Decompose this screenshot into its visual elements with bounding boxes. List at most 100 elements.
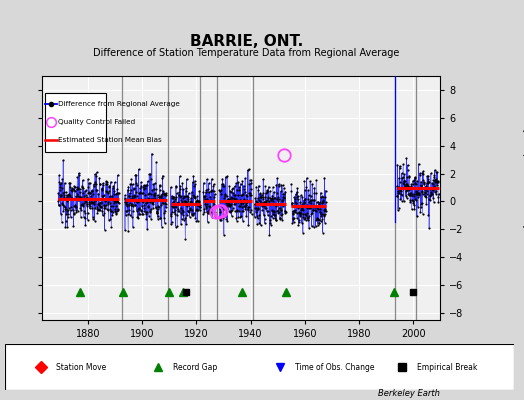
Point (73, 190, 81, 197)
Point (217, 215, 226, 222)
Point (250, 214, 259, 220)
Point (96, 180, 104, 187)
Point (233, 187, 241, 193)
Point (123, 208, 132, 214)
Point (200, 193, 209, 199)
Point (183, 203, 191, 210)
Point (416, 209, 424, 215)
Point (407, 183, 415, 190)
Point (80, 198, 89, 204)
Point (91, 178, 100, 185)
Point (394, 206, 402, 213)
Point (429, 177, 438, 183)
Point (168, 195, 176, 201)
Point (430, 189, 439, 196)
Point (311, 204, 320, 210)
Point (136, 185, 144, 191)
Point (205, 204, 214, 210)
Point (106, 208, 115, 214)
Point (309, 204, 317, 210)
Point (398, 197, 406, 204)
Point (67, 203, 75, 210)
Point (67, 214, 75, 220)
Point (63, 214, 72, 220)
Point (320, 175, 329, 181)
Point (414, 204, 422, 210)
Point (179, 209, 187, 215)
Point (92, 181, 100, 187)
Point (135, 206, 144, 212)
Point (266, 216, 275, 223)
Point (178, 206, 186, 213)
Point (189, 211, 198, 217)
Point (133, 214, 141, 220)
Point (155, 194, 163, 200)
Point (105, 182, 113, 189)
Point (319, 197, 328, 203)
Point (302, 203, 310, 210)
Point (410, 174, 419, 181)
Point (434, 179, 442, 186)
Point (174, 208, 182, 214)
Point (231, 183, 239, 189)
Point (148, 187, 157, 193)
Point (316, 206, 324, 212)
Point (69, 196, 77, 202)
Point (130, 194, 139, 200)
Point (394, 184, 402, 191)
Point (86, 190, 94, 196)
Point (162, 201, 170, 208)
Point (181, 193, 190, 199)
Point (190, 177, 199, 184)
Point (65, 180, 73, 186)
Point (72, 204, 80, 210)
Point (96, 200, 105, 206)
Point (86, 180, 94, 186)
Point (277, 206, 285, 213)
Point (66, 192, 74, 199)
Point (201, 199, 209, 206)
Point (252, 184, 260, 190)
Point (92, 169, 101, 176)
Point (408, 197, 417, 204)
Point (191, 214, 200, 221)
Point (303, 210, 311, 216)
Point (279, 191, 287, 197)
Point (138, 203, 146, 210)
Point (274, 207, 282, 214)
Point (394, 162, 402, 168)
Point (305, 205, 313, 211)
Point (178, 212, 187, 218)
Point (91, 205, 100, 211)
Point (121, 195, 129, 201)
Point (321, 194, 329, 200)
Point (204, 210, 213, 216)
Point (189, 192, 197, 198)
Point (159, 200, 167, 206)
Point (228, 207, 236, 214)
Point (74, 170, 83, 176)
Point (148, 200, 156, 206)
Point (399, 174, 407, 180)
Point (251, 205, 259, 211)
Point (211, 209, 219, 215)
Point (279, 203, 288, 210)
Point (321, 205, 330, 212)
Point (271, 214, 279, 221)
Point (93, 204, 101, 210)
Point (309, 206, 317, 213)
Point (143, 182, 151, 188)
Point (186, 205, 194, 211)
Point (93, 201, 102, 208)
Point (289, 210, 297, 216)
Point (173, 199, 182, 205)
Point (245, 190, 254, 196)
Point (322, 187, 330, 194)
Point (54, 202, 63, 208)
Point (221, 213, 230, 219)
Point (432, 169, 441, 175)
Point (110, 190, 118, 197)
Point (58, 200, 66, 206)
Point (153, 210, 161, 216)
Point (434, 191, 443, 197)
